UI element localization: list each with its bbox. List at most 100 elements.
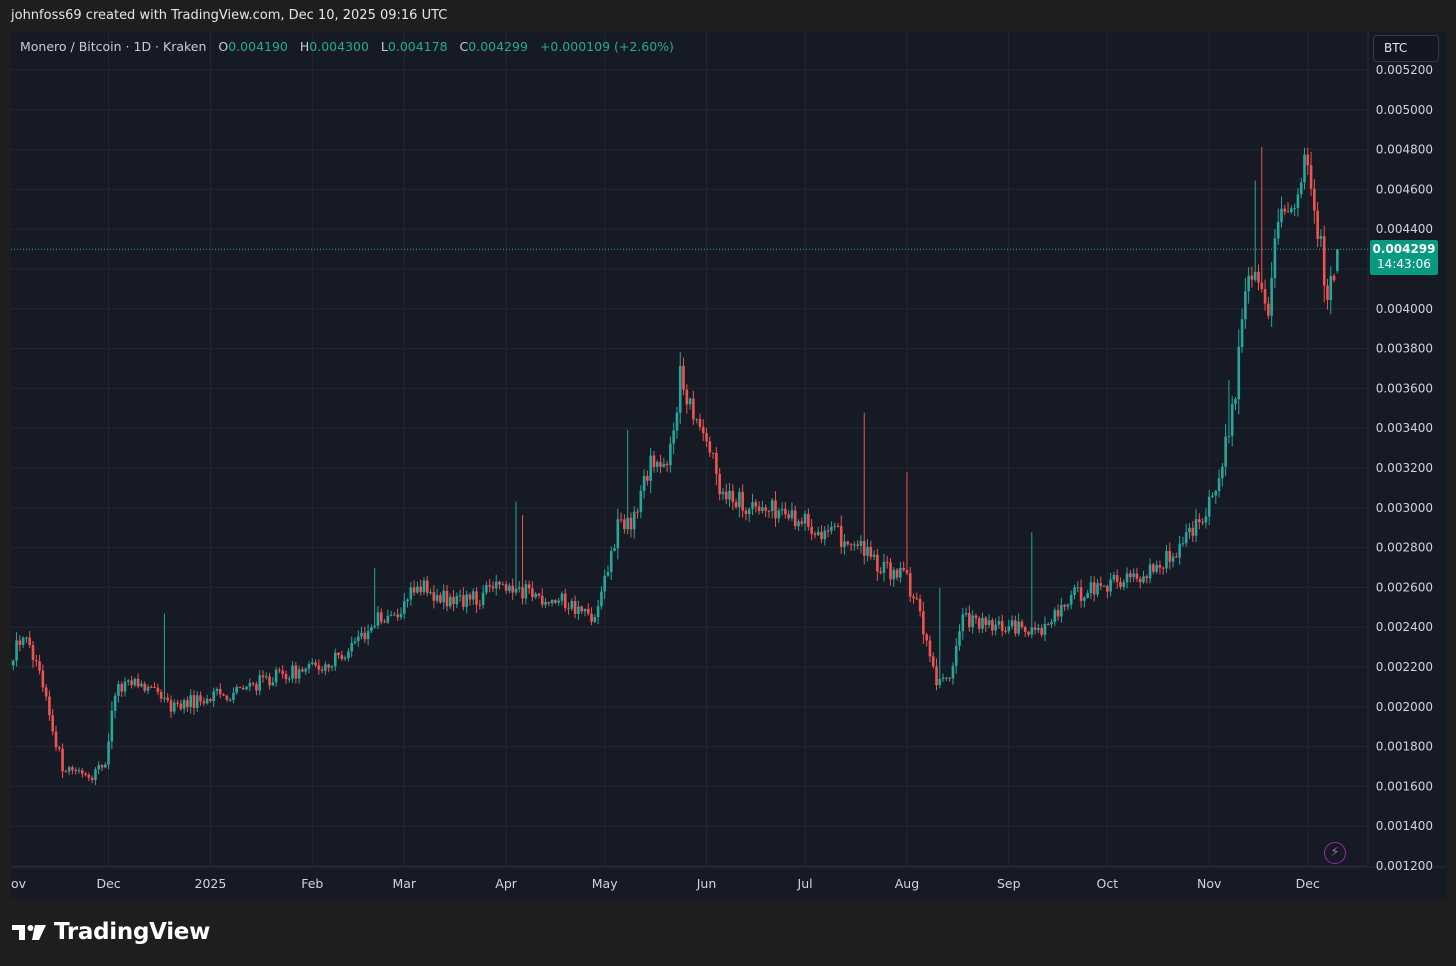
candle-body xyxy=(731,490,735,502)
candle-body xyxy=(1102,585,1106,587)
bar-countdown: 14:43:06 xyxy=(1377,257,1431,271)
candle-body xyxy=(1007,626,1011,632)
candle-body xyxy=(406,599,409,602)
close-key: C xyxy=(459,39,469,54)
x-tick-label: Jul xyxy=(797,876,813,891)
candle-body xyxy=(527,584,531,589)
candle-body xyxy=(1145,576,1149,579)
candle-body xyxy=(685,389,689,405)
candle-body xyxy=(1040,628,1043,635)
candle-body xyxy=(54,731,58,748)
candle-body xyxy=(777,510,781,519)
candle-body xyxy=(1247,275,1250,292)
high-value: 0.004300 xyxy=(309,39,369,54)
last-price-value: 0.004299 xyxy=(1372,242,1436,256)
candle-body xyxy=(1168,550,1172,562)
candle-body xyxy=(103,764,107,768)
candle-body xyxy=(715,452,718,474)
candle-body xyxy=(590,613,593,622)
candle-body xyxy=(1086,592,1089,598)
candle-body xyxy=(67,767,71,772)
candle-body xyxy=(889,562,892,580)
candle-body xyxy=(1217,478,1221,491)
candle-body xyxy=(517,587,521,589)
candle-body xyxy=(678,365,682,413)
candle-body xyxy=(149,686,153,688)
candle-body xyxy=(232,692,235,700)
candle-body xyxy=(659,461,662,467)
candle-body xyxy=(1201,521,1204,523)
candle-body xyxy=(560,593,564,601)
candle-body xyxy=(448,596,452,607)
change-value: +0.000109 (+2.60%) xyxy=(539,39,674,54)
low-value: 0.004178 xyxy=(387,39,448,54)
candle-body xyxy=(373,625,376,628)
candle-body xyxy=(34,660,38,662)
candle-body xyxy=(51,715,55,732)
y-tick-label: 0.001600 xyxy=(1376,779,1433,793)
candle-body xyxy=(1115,575,1119,582)
candle-body xyxy=(297,669,301,679)
candle-body xyxy=(997,621,1001,625)
candle-body xyxy=(195,695,199,709)
candle-body xyxy=(626,517,629,530)
candle-body xyxy=(544,602,547,605)
candle-body xyxy=(366,630,370,640)
candle-body xyxy=(1004,630,1007,632)
candle-body xyxy=(1073,587,1076,595)
candle-body xyxy=(205,698,209,704)
candle-body xyxy=(968,613,971,628)
y-tick-label: 0.004400 xyxy=(1376,222,1433,236)
candle-body xyxy=(508,585,511,591)
candle-body xyxy=(1194,519,1198,536)
candle-body xyxy=(941,677,945,680)
candle-body xyxy=(853,544,856,546)
candle-body xyxy=(1148,564,1152,579)
candle-body xyxy=(1096,583,1099,595)
candle-body xyxy=(596,606,600,618)
y-tick-label: 0.001800 xyxy=(1376,740,1433,754)
candle-body xyxy=(1276,222,1280,239)
chart-panel[interactable]: 0.001200 0.001400 0.001600 0.001800 0.002000… xyxy=(11,31,1446,899)
candle-body xyxy=(100,765,104,768)
candle-body xyxy=(117,684,120,696)
currency-button[interactable]: BTC xyxy=(1373,35,1439,62)
candle-body xyxy=(1092,582,1096,595)
candle-body xyxy=(603,575,606,592)
candle-body xyxy=(1152,564,1155,572)
candle-body xyxy=(304,668,307,672)
candle-body xyxy=(107,741,110,765)
candle-body xyxy=(370,627,373,631)
candle-body xyxy=(1027,631,1030,635)
candle-body xyxy=(1099,583,1103,586)
candle-body xyxy=(159,691,163,699)
candle-body xyxy=(790,510,794,519)
candle-body xyxy=(245,686,248,690)
candle-body xyxy=(15,640,18,661)
candle-body xyxy=(192,695,196,709)
x-tick-label: Apr xyxy=(495,876,517,891)
candle-body xyxy=(255,684,258,691)
candle-body xyxy=(514,588,518,593)
candle-body xyxy=(1079,587,1083,601)
candle-body xyxy=(389,614,393,616)
candle-body xyxy=(744,510,748,514)
footer: TradingView xyxy=(12,919,210,945)
flash-icon[interactable]: ⚡ xyxy=(1324,842,1346,864)
candle-body xyxy=(931,656,935,667)
symbol-name[interactable]: Monero / Bitcoin · 1D · Kraken xyxy=(20,39,207,54)
candlestick-chart[interactable]: 0.001200 0.001400 0.001600 0.001800 0.002000… xyxy=(11,31,1446,899)
candle-body xyxy=(1267,303,1270,316)
candle-body xyxy=(1332,275,1336,281)
candle-body xyxy=(1263,289,1267,304)
candle-body xyxy=(409,587,413,600)
candle-body xyxy=(1060,604,1063,617)
candle-body xyxy=(284,673,288,680)
candle-body xyxy=(301,669,304,672)
candle-body xyxy=(1181,543,1185,545)
candle-body xyxy=(504,584,508,591)
candle-body xyxy=(945,677,948,679)
candle-body xyxy=(153,686,156,688)
candle-body xyxy=(751,502,754,510)
candle-body xyxy=(376,612,380,626)
